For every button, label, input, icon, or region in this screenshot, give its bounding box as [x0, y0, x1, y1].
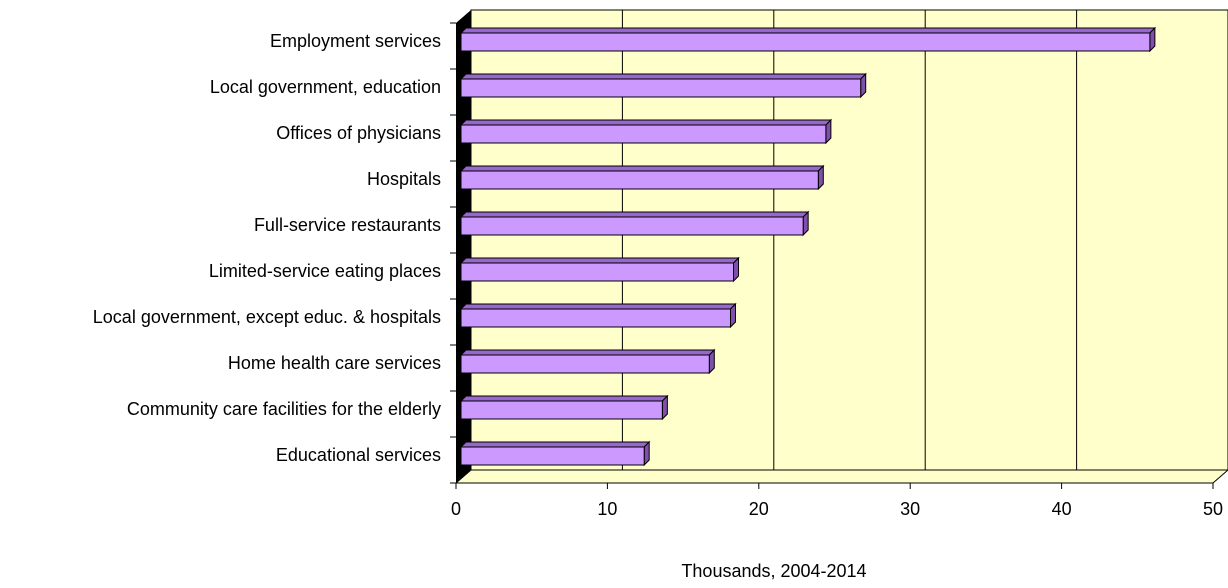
bar — [460, 78, 862, 98]
bar — [460, 308, 731, 328]
x-tick-label: 0 — [451, 499, 461, 519]
x-tick-label: 40 — [1052, 499, 1072, 519]
y-tick-label: Local government, except educ. & hospita… — [93, 307, 441, 327]
x-axis-label: Thousands, 2004-2014 — [681, 561, 866, 581]
y-tick-label: Community care facilities for the elderl… — [127, 399, 441, 419]
bar — [460, 32, 1151, 52]
bar — [460, 170, 819, 190]
bar-top — [459, 257, 740, 264]
bar-top — [459, 441, 651, 448]
bar — [460, 262, 735, 282]
y-tick-label: Home health care services — [228, 353, 441, 373]
bar-top — [459, 395, 669, 402]
bar-top — [459, 211, 810, 218]
bar — [460, 354, 710, 374]
x-tick-label: 20 — [749, 499, 769, 519]
x-tick-label: 30 — [900, 499, 920, 519]
bar-top — [459, 303, 737, 310]
bar-top — [459, 165, 825, 172]
y-tick-label: Offices of physicians — [276, 123, 441, 143]
x-tick-label: 50 — [1203, 499, 1223, 519]
bar — [460, 216, 804, 236]
bar-top — [459, 73, 867, 80]
bar-top — [459, 119, 833, 126]
y-tick-label: Educational services — [276, 445, 441, 465]
bar — [460, 446, 645, 466]
bar-top — [459, 349, 716, 356]
y-tick-label: Full-service restaurants — [254, 215, 441, 235]
x-tick-label: 10 — [597, 499, 617, 519]
bar — [460, 124, 827, 144]
bar-top — [459, 27, 1157, 34]
floor — [454, 469, 1228, 484]
bar — [460, 400, 663, 420]
y-tick-label: Limited-service eating places — [209, 261, 441, 281]
y-tick-label: Employment services — [270, 31, 441, 51]
y-tick-label: Local government, education — [210, 77, 441, 97]
y-tick-label: Hospitals — [367, 169, 441, 189]
